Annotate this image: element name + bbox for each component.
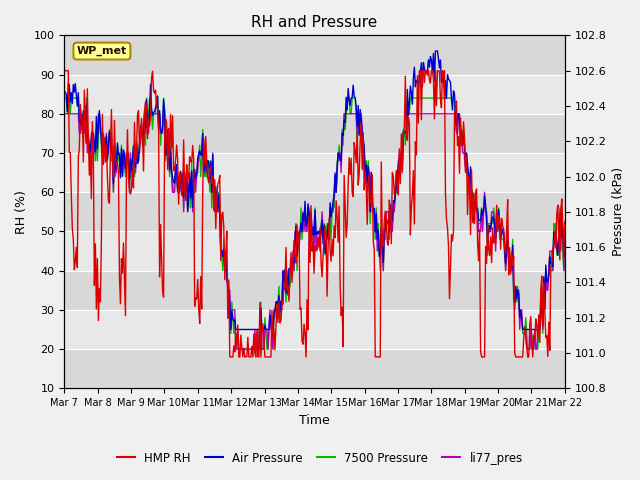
X-axis label: Time: Time [299, 414, 330, 427]
Bar [64, 114, 565, 153]
Title: RH and Pressure: RH and Pressure [252, 15, 378, 30]
Legend: HMP RH, Air Pressure, 7500 Pressure, li77_pres: HMP RH, Air Pressure, 7500 Pressure, li7… [113, 447, 527, 469]
Bar [64, 192, 565, 231]
Y-axis label: Pressure (kPa): Pressure (kPa) [612, 167, 625, 256]
Bar [64, 36, 565, 74]
Bar [64, 349, 565, 388]
Bar [64, 271, 565, 310]
Text: WP_met: WP_met [77, 46, 127, 56]
Y-axis label: RH (%): RH (%) [15, 190, 28, 234]
